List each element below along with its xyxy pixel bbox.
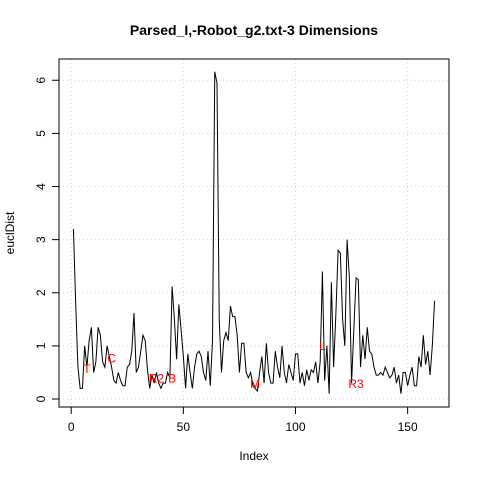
annotation: M [250,377,260,391]
x-tick-label: 50 [177,420,191,434]
y-tick-label: 5 [34,130,48,137]
y-tick-label: 4 [34,183,48,190]
data-line [72,71,436,394]
y-axis-label: euclDist [3,211,17,254]
y-tick-label: 6 [34,77,48,84]
y-tick-label: 2 [34,289,48,296]
chart-title: Parsed_I,-Robot_g2.txt-3 Dimensions [130,22,378,38]
y-tick-label: 1 [34,342,48,349]
plot-frame [58,58,450,408]
annotation: B [168,372,176,386]
annotation: C [107,351,116,365]
annotation: R2 [149,372,165,386]
y-tick-label: 3 [34,236,48,243]
annotation: R3 [348,377,364,391]
annotation: T [83,362,91,376]
annotation: L [319,339,326,353]
x-axis-label: Index [239,449,268,463]
x-tick-label: 0 [68,420,75,434]
y-tick-label: 0 [34,395,48,402]
x-tick-label: 100 [285,420,305,434]
x-tick-label: 150 [398,420,418,434]
